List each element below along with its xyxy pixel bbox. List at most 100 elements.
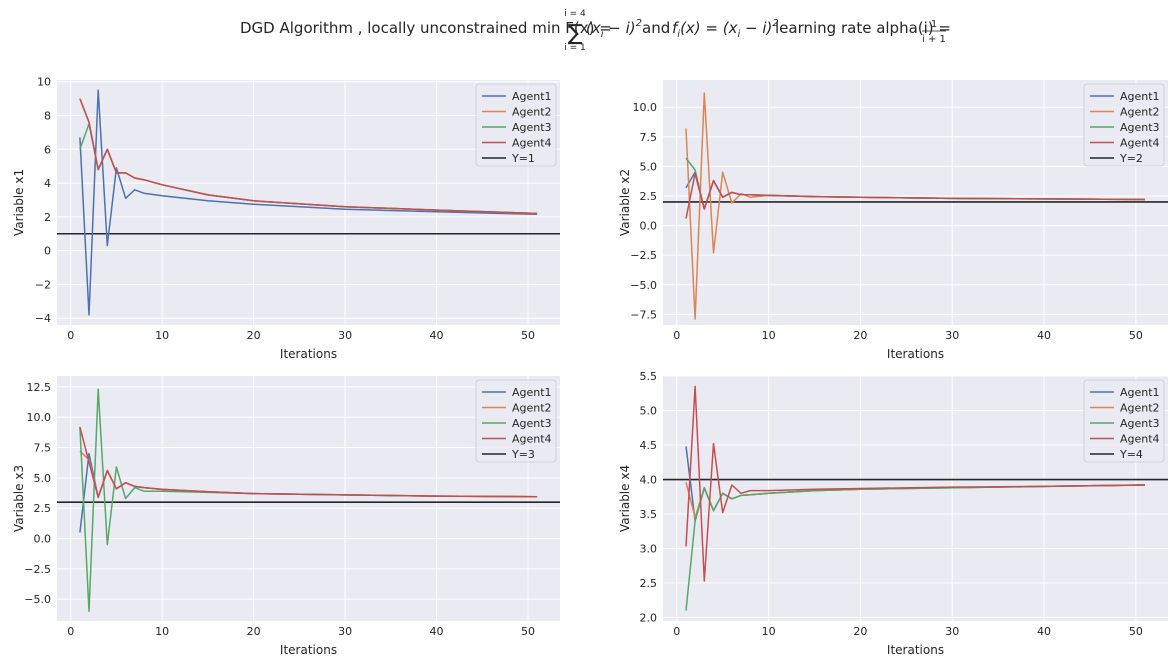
legend-label-agent1: Agent1 — [1120, 90, 1160, 103]
legend: Agent1 Agent2 Agent3 Agent4 Y=1 — [475, 83, 557, 167]
legend-label-agent1: Agent1 — [512, 386, 552, 399]
y-tick-label: 2.5 — [34, 502, 52, 515]
chart-svg: 0 10 20 30 40 50 −7.5 −5.0 −2.5 0.0 2.5 5.0 7.5 10.0 I… — [618, 80, 1168, 361]
legend: Agent1 Agent2 Agent3 Agent4 Y=4 — [1083, 379, 1165, 463]
x-tick-label: 40 — [1037, 625, 1051, 638]
x-tick-label: 10 — [155, 625, 169, 638]
subplot-x1: 0 10 20 30 40 50 −4 −2 0 2 4 6 8 10 Iterations Variable… — [0, 60, 575, 361]
x-axis-label: Iterations — [887, 643, 944, 657]
series-line-agent4 — [79, 426, 538, 499]
series-line-agent1 — [79, 89, 538, 316]
legend-label-agent3: Agent3 — [1120, 417, 1160, 430]
legend: Agent1 Agent2 Agent3 Agent4 Y=3 — [475, 379, 557, 463]
title-f-name: f — [672, 19, 680, 37]
legend-label-y4: Y=4 — [1119, 448, 1143, 461]
y-tick-label: 10.0 — [633, 101, 658, 114]
title-f-def-sub: i — [737, 29, 740, 40]
x-tick-label: 50 — [1129, 625, 1143, 638]
x-tick-label: 50 — [1129, 329, 1143, 342]
title-sum-term-sub: i — [601, 29, 604, 40]
y-tick-label: 12.5 — [27, 381, 52, 394]
y-tick-label: 5.0 — [640, 160, 658, 173]
x-tick-label: 30 — [338, 625, 352, 638]
title-sum-term-rest: − i) — [604, 19, 636, 37]
y-tick-label: 2 — [44, 211, 51, 224]
y-axis-label: Variable x4 — [618, 465, 632, 532]
title-sum-term-sup: 2 — [636, 18, 642, 29]
legend-label-y1: Y=1 — [511, 152, 535, 165]
title-sum-lower: i = 1 — [564, 43, 586, 53]
legend-label-y2: Y=2 — [1119, 152, 1143, 165]
legend-box — [475, 83, 557, 167]
legend-label-agent3: Agent3 — [512, 417, 552, 430]
subplot-x2: 0 10 20 30 40 50 −7.5 −5.0 −2.5 0.0 2.5 5.0 7.5 10.0 I… — [590, 60, 1175, 361]
legend-label-y3: Y=3 — [511, 448, 535, 461]
y-tick-label: −7.5 — [630, 308, 657, 321]
figure-title: DGD Algorithm , locally unconstrained mi… — [0, 4, 1175, 54]
chart-svg: 0 10 20 30 40 50 2.0 2.5 3.0 3.5 4.0 4.5 5.0 5.5 Itera… — [618, 370, 1168, 657]
y-tick-label: 4 — [44, 177, 51, 190]
y-tick-label: 2.0 — [640, 612, 658, 625]
legend-label-agent1: Agent1 — [1120, 386, 1160, 399]
x-tick-label: 40 — [430, 329, 444, 342]
title-sum-term: (xi − i)2 — [586, 18, 642, 40]
y-tick-label: 2.5 — [640, 190, 658, 203]
title-f-def: (x) = (x — [680, 19, 738, 37]
title-sum-upper: i = 4 — [564, 9, 586, 19]
legend-label-agent4: Agent4 — [512, 137, 552, 150]
x-tick-label: 20 — [853, 329, 867, 342]
legend-label-agent1: Agent1 — [512, 90, 552, 103]
x-tick-label: 20 — [247, 625, 261, 638]
y-tick-label: 7.5 — [34, 442, 52, 455]
x-axis-label: Iterations — [280, 643, 337, 657]
y-tick-label: 4.5 — [640, 439, 658, 452]
legend-label-agent2: Agent2 — [1120, 402, 1160, 415]
legend-label-agent4: Agent4 — [1120, 137, 1160, 150]
chart-svg: 0 10 20 30 40 50 −5.0 −2.5 0.0 2.5 5.0 7.5 10.0 12.5 I… — [12, 376, 560, 657]
y-tick-label: −2.5 — [24, 563, 51, 576]
title-sum-term-base: (x — [586, 19, 601, 37]
subplot-x3: 0 10 20 30 40 50 −5.0 −2.5 0.0 2.5 5.0 7.5 10.0 12.5 I… — [0, 360, 575, 663]
y-axis-label: Variable x1 — [12, 169, 26, 236]
title-f-def-sup: 2 — [772, 18, 778, 29]
y-tick-label: 5.0 — [34, 472, 52, 485]
x-tick-label: 40 — [1037, 329, 1051, 342]
legend-box — [1083, 379, 1165, 463]
x-tick-label: 10 — [762, 625, 776, 638]
x-tick-label: 0 — [673, 625, 680, 638]
x-tick-label: 10 — [762, 329, 776, 342]
title-mid: and — [642, 19, 670, 37]
x-tick-label: 30 — [338, 329, 352, 342]
y-tick-label: 10 — [37, 76, 51, 89]
y-tick-label: 0.0 — [640, 220, 658, 233]
chart-svg: 0 10 20 30 40 50 −4 −2 0 2 4 6 8 10 Iterations Variable… — [12, 76, 560, 361]
x-tick-label: 30 — [945, 625, 959, 638]
series-line-agent4 — [79, 98, 538, 215]
y-tick-label: 3.5 — [640, 508, 658, 521]
figure-title-svg: DGD Algorithm , locally unconstrained mi… — [240, 9, 951, 53]
title-lr-num: 1 — [931, 19, 937, 30]
x-axis-label: Iterations — [887, 347, 944, 361]
title-prefix: DGD Algorithm , locally unconstrained mi… — [240, 19, 612, 37]
y-tick-label: 7.5 — [640, 131, 658, 144]
x-tick-label: 20 — [247, 329, 261, 342]
y-tick-label: 2.5 — [640, 577, 658, 590]
x-tick-label: 50 — [521, 329, 535, 342]
legend-label-agent2: Agent2 — [512, 106, 552, 119]
y-tick-label: −4 — [35, 312, 51, 325]
title-lr: learning rate alpha(i) = — [775, 19, 951, 37]
y-tick-label: −5.0 — [24, 593, 51, 606]
y-tick-label: 6 — [44, 143, 51, 156]
y-tick-label: 8 — [44, 109, 51, 122]
legend-label-agent3: Agent3 — [512, 121, 552, 134]
x-tick-label: 0 — [67, 329, 74, 342]
y-tick-label: −2 — [35, 278, 51, 291]
x-tick-label: 30 — [945, 329, 959, 342]
y-tick-label: 3.0 — [640, 543, 658, 556]
y-tick-label: 5.0 — [640, 405, 658, 418]
series-line-agent4 — [685, 385, 1146, 582]
x-tick-label: 20 — [853, 625, 867, 638]
y-tick-label: −2.5 — [630, 249, 657, 262]
x-tick-label: 40 — [430, 625, 444, 638]
title-lr-den: i + 1 — [922, 34, 946, 45]
